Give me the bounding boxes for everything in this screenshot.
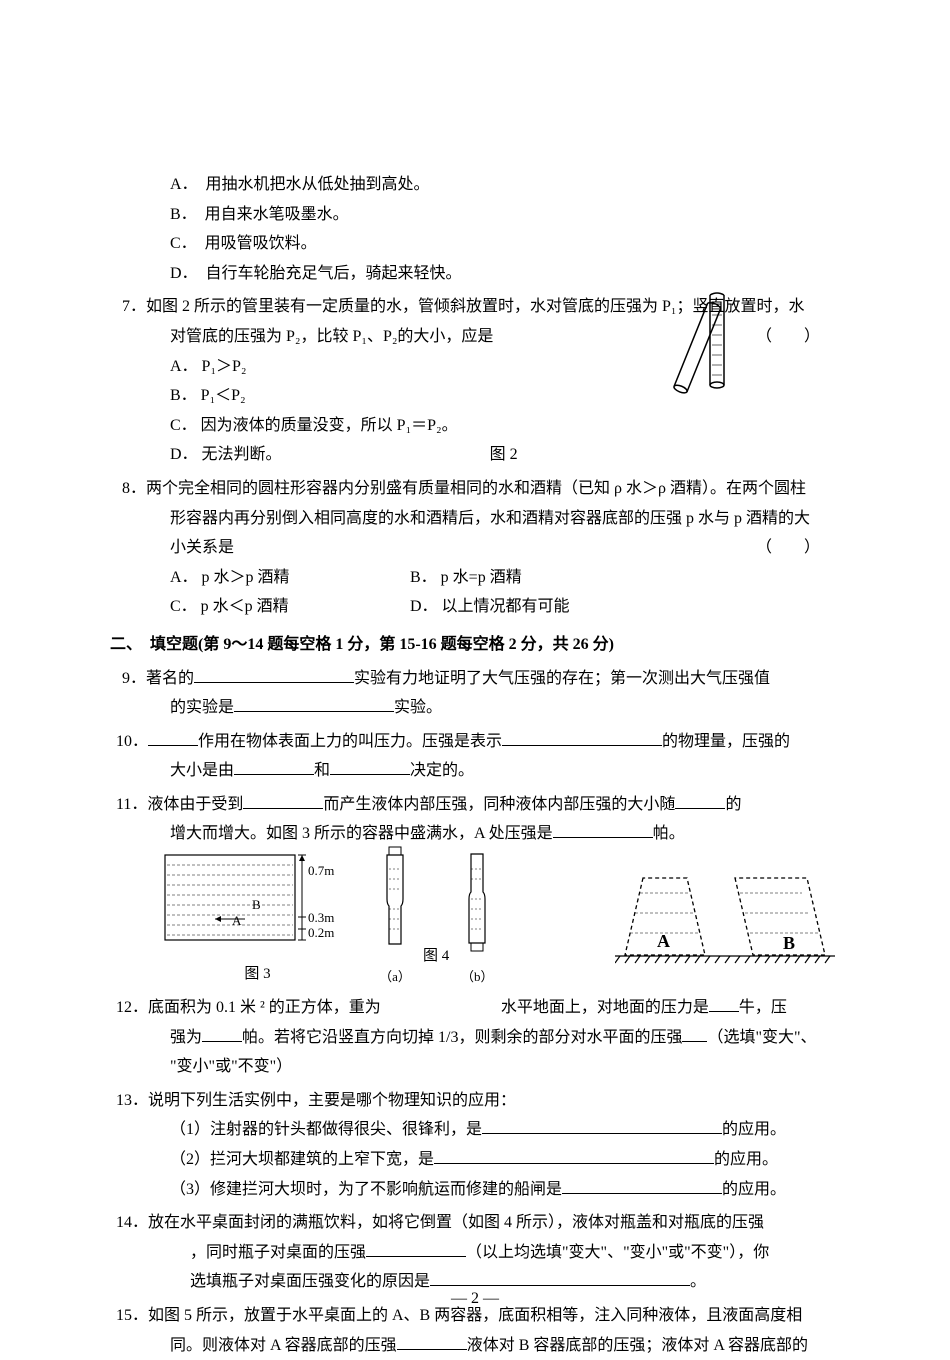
question-9: 9．著名的实验有力地证明了大气压强的存在；第一次测出大气压强值 的实验是实验。 [110,664,840,723]
blank [709,994,739,1012]
figure-2 [650,285,750,415]
q8-option-c: C． p 水＜p 酒精 [110,592,410,622]
svg-text:B: B [252,897,261,912]
q8-stem-3: 小关系是 （ ） [110,533,840,563]
q8-option-a: A． p 水＞p 酒精 [110,563,410,593]
blank [553,820,653,838]
figures-row: 0.7m 0.3m 0.2m A B 图 3 （a） 图 4 [160,859,840,989]
fig4-label: 图 4 [423,943,449,971]
figure-5: A B [615,863,835,989]
blank [562,1176,722,1194]
figure-4: （a） 图 4 （b） [375,844,535,989]
section-2-title: 二、 填空题(第 9～14 题每空格 1 分，第 15-16 题每空格 2 分，… [110,630,840,660]
q8-option-d: D． 以上情况都有可能 [410,592,840,622]
svg-text:0.3m: 0.3m [308,910,334,925]
q7-option-c: C． 因为液体的质量没变，所以 P₁＝P₂。 [110,411,840,441]
q6-option-d: D． 自行车轮胎充足气后，骑起来轻快。 [110,259,840,289]
svg-text:0.7m: 0.7m [308,863,334,878]
blank [682,1024,707,1042]
blank [234,757,314,775]
q8-stem-2: 形容器内再分别倒入相同高度的水和酒精后，水和酒精对容器底部的压强 p 水与 p … [110,504,840,534]
question-12: 12．底面积为 0.1 米 ² 的正方体，重为 水平地面上，对地面的压力是牛，压… [110,993,840,1082]
q8-stem-1: 8．两个完全相同的圆柱形容器内分别盛有质量相同的水和酒精（已知 ρ 水＞ρ 酒精… [110,474,840,504]
blank [397,1332,467,1350]
blank [330,757,410,775]
fig2-label: 图 2 [490,446,518,463]
blank [234,694,394,712]
blank [202,1024,242,1042]
svg-text:A: A [232,913,242,928]
page-footer: — 2 — [0,1284,950,1314]
blank [194,665,354,683]
blank [366,1239,466,1257]
fig4-sub-a: （a） [375,965,415,989]
question-8: 8．两个完全相同的圆柱形容器内分别盛有质量相同的水和酒精（已知 ρ 水＞ρ 酒精… [110,474,840,622]
q6-option-b: B． 用自来水笔吸墨水。 [110,200,840,230]
blank [434,1146,714,1164]
blank [243,791,323,809]
blank [148,728,198,746]
blank [675,791,725,809]
q8-paren: （ ） [756,533,820,563]
q7-option-d: D． 无法判断。 图 2 [110,440,840,470]
q6-option-c: C． 用吸管吸饮料。 [110,229,840,259]
blank [482,1116,722,1134]
q6-option-a: A． 用抽水机把水从低处抽到高处。 [110,170,840,200]
svg-text:A: A [657,931,670,951]
question-11: 11．液体由于受到而产生液体内部压强，同种液体内部压强的大小随的 增大而增大。如… [110,790,840,849]
blank [502,728,662,746]
fig3-label: 图 3 [160,961,355,989]
q7-paren: （ ） [756,322,820,352]
q8-option-b: B． p 水=p 酒精 [410,563,840,593]
figure-3: 0.7m 0.3m 0.2m A B 图 3 [160,847,355,989]
svg-text:B: B [783,933,795,953]
question-10: 10．作用在物体表面上力的叫压力。压强是表示的物理量，压强的 大小是由和决定的。 [110,727,840,786]
svg-text:0.2m: 0.2m [308,925,334,940]
fig4-sub-b: （b） [457,965,497,989]
question-13: 13．说明下列生活实例中，主要是哪个物理知识的应用： （1）注射器的针头都做得很… [110,1086,840,1204]
